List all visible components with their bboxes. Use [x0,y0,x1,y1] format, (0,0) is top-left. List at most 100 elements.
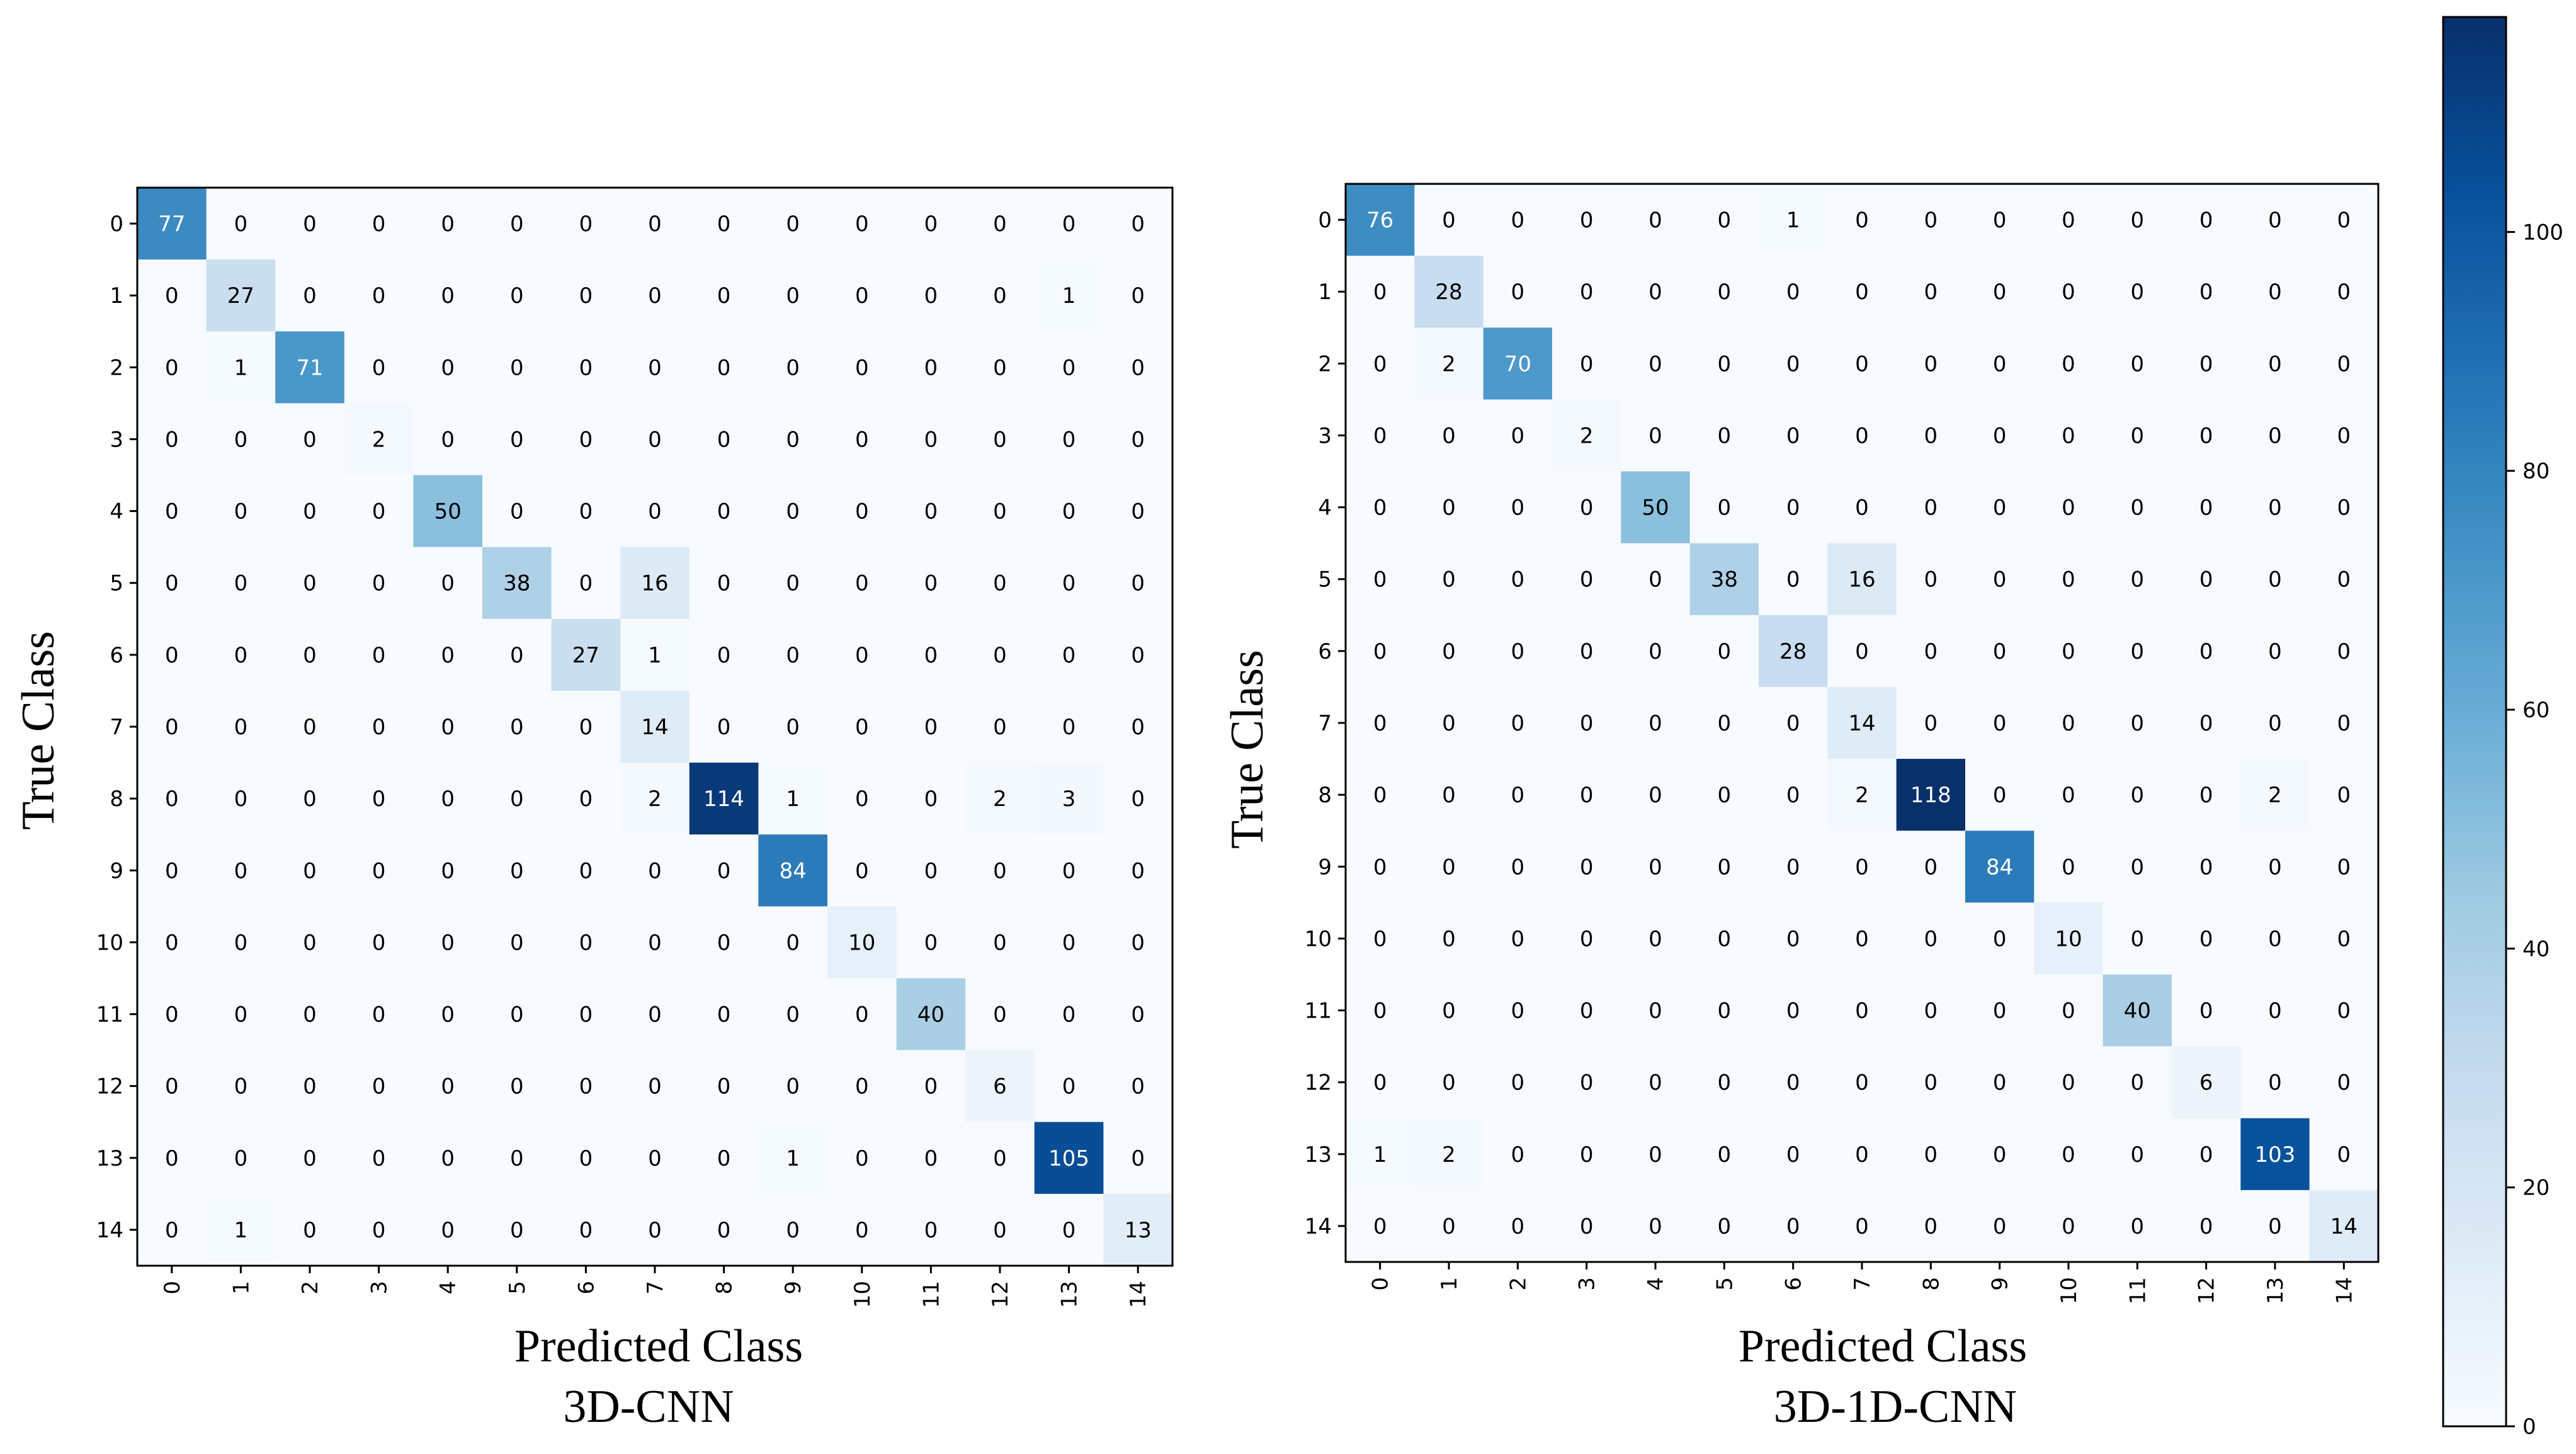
heatmap-cell [2034,471,2104,544]
x-tick-label: 2 [1506,1277,1531,1291]
cell-value-label: 0 [2337,423,2351,448]
cell-value-label: 0 [855,212,869,237]
cell-value-label: 0 [855,1218,869,1243]
y-tick-label: 11 [96,1002,123,1028]
heatmap-cell [1689,902,1759,975]
heatmap-cell [482,1193,552,1266]
heatmap-cell [965,618,1035,691]
cell-value-label: 0 [303,858,317,883]
heatmap-cell [1414,1118,1484,1191]
heatmap-cell [413,403,483,476]
cell-value-label: 0 [441,930,455,955]
cell-value-label: 0 [993,355,1007,380]
cell-value-label: 0 [717,499,731,525]
heatmap-cell [1414,256,1484,328]
heatmap-cell [2102,902,2172,975]
cell-value-label: 0 [1062,1002,1076,1028]
heatmap-cell [689,547,759,620]
x-tick-label: 7 [1850,1277,1875,1291]
heatmap-cell [1103,906,1173,979]
heatmap-cell [137,188,207,260]
cell-value-label: 0 [1580,783,1594,808]
heatmap-cell [1103,188,1173,260]
heatmap-cell [1759,831,1828,903]
heatmap-cell [2172,327,2241,400]
cell-value-label: 105 [1048,1146,1089,1171]
cell-value-label: 0 [1786,926,1800,951]
heatmap-cell [1552,543,1621,616]
heatmap-cell [1896,1118,1966,1191]
heatmap-cell [758,259,828,332]
cell-value-label: 0 [786,283,800,309]
heatmap-cell [1034,475,1104,548]
cell-value-label: 0 [2131,855,2145,880]
heatmap-cell [551,763,621,835]
cell-value-label: 0 [993,1218,1007,1243]
heatmap-cell [482,547,552,620]
cell-value-label: 0 [924,1074,938,1099]
heatmap-cell [1552,902,1621,975]
heatmap-cell [1965,759,2034,831]
x-tick-label: 11 [2125,1277,2150,1304]
cell-value-label: 0 [2199,567,2213,593]
x-tick-label: 12 [2194,1277,2220,1304]
heatmap-cell [1827,399,1897,472]
cell-value-label: 0 [855,643,869,668]
cell-value-label: 0 [510,355,524,380]
heatmap-cell [1034,618,1104,691]
cell-value-label: 0 [2062,1214,2075,1239]
heatmap-cell [1896,615,1966,688]
cell-value-label: 0 [1924,855,1938,880]
cell-value-label: 0 [579,499,593,525]
cell-value-label: 27 [227,283,254,309]
cell-value-label: 0 [372,1074,386,1099]
cell-value-label: 84 [780,858,807,883]
cell-value-label: 0 [1131,571,1145,596]
cell-value-label: 0 [303,212,317,237]
heatmap-cell [1965,1190,2034,1263]
heatmap-cell [1034,1122,1104,1195]
cell-value-label: 0 [2131,1214,2145,1239]
heatmap-cell [1827,1118,1897,1191]
cell-value-label: 0 [1062,499,1076,525]
heatmap-cell [1759,399,1828,472]
heatmap-cell [1034,403,1104,476]
heatmap-cell [1896,1046,1966,1119]
cell-value-label: 0 [234,1002,248,1028]
heatmap-cell [965,978,1035,1051]
heatmap-cell [827,618,897,691]
heatmap-cell [965,906,1035,979]
cell-value-label: 0 [2199,423,2213,448]
cell-value-label: 0 [1373,711,1387,736]
x-tick-label: 13 [2263,1277,2288,1304]
heatmap-cell [551,331,621,404]
heatmap-cell [1034,1193,1104,1266]
cell-value-label: 0 [924,427,938,452]
cell-value-label: 0 [165,1146,179,1171]
cell-value-label: 0 [717,858,731,883]
heatmap-cell [1103,547,1173,620]
heatmap-cell [137,475,207,548]
cell-value-label: 0 [924,1218,938,1243]
y-tick-label: 11 [1305,999,1332,1024]
heatmap-cell [2240,1046,2310,1119]
cell-value-label: 0 [1924,1142,1938,1167]
cell-value-label: 0 [1718,639,1732,664]
cell-value-label: 0 [717,427,731,452]
heatmap-cell [2034,256,2104,328]
heatmap-cell [1896,184,1966,256]
cell-value-label: 0 [2337,999,2351,1024]
heatmap-cell [689,331,759,404]
heatmap-cell [896,188,966,260]
heatmap-cell [758,834,828,907]
cell-value-label: 0 [441,1146,455,1171]
heatmap-cell [275,403,345,476]
cell-value-label: 0 [1648,567,1662,593]
heatmap-cell [551,1122,621,1195]
cell-value-label: 0 [1855,1071,1869,1096]
heatmap-cell [2309,831,2379,903]
cell-value-label: 0 [2062,999,2075,1024]
cell-value-label: 0 [786,427,800,452]
heatmap-cell [1759,184,1828,256]
y-tick-label: 2 [110,355,123,380]
